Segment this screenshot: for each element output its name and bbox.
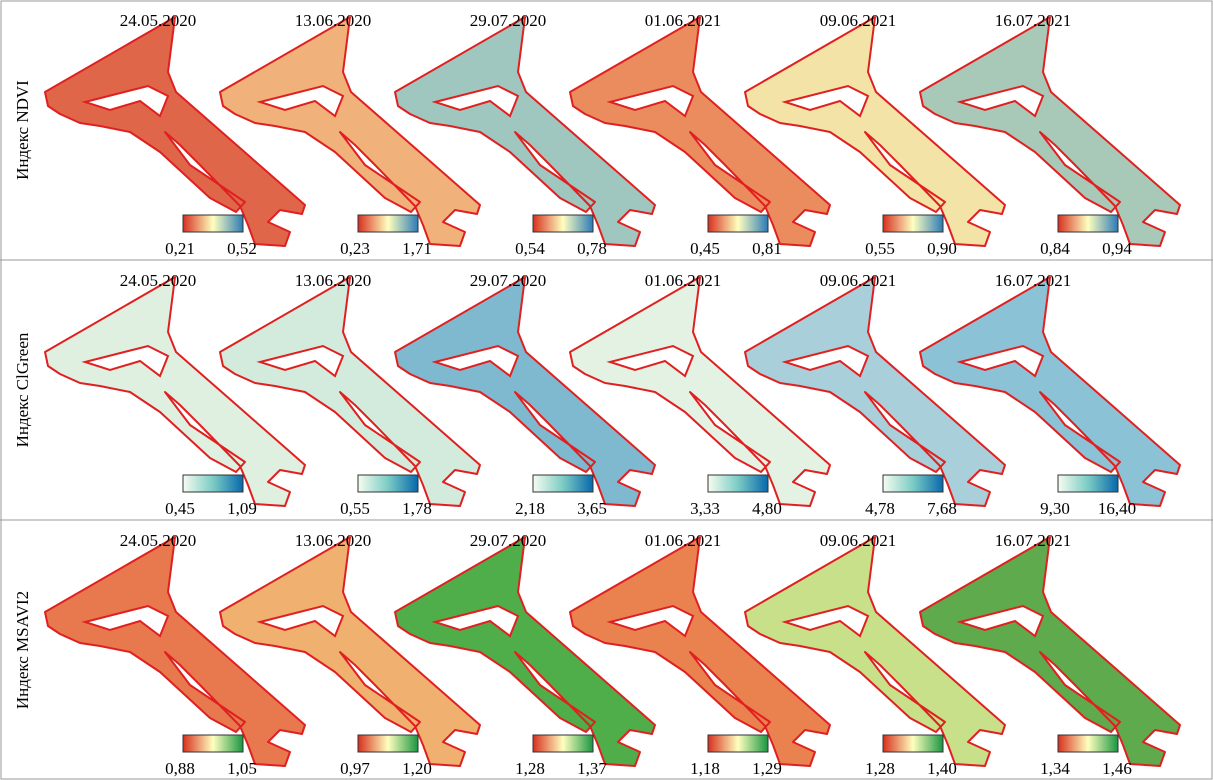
colorbar-min: 1,18 [690, 759, 720, 778]
colorbar [1058, 735, 1118, 752]
colorbar [1058, 475, 1118, 492]
colorbar-min: 0,45 [690, 239, 720, 258]
row-label: Индекс MSAVI2 [13, 591, 32, 709]
colorbar-max: 7,68 [927, 499, 957, 518]
colorbar-min: 1,28 [515, 759, 545, 778]
date-label: 01.06.2021 [645, 531, 722, 550]
colorbar-max: 1,09 [227, 499, 257, 518]
field-shape [45, 17, 305, 246]
date-label: 29.07.2020 [470, 271, 547, 290]
date-label: 13.06.2020 [295, 271, 372, 290]
date-label: 09.06.2021 [820, 531, 897, 550]
colorbar [358, 475, 418, 492]
colorbar [883, 735, 943, 752]
colorbar [533, 735, 593, 752]
date-label: 29.07.2020 [470, 11, 547, 30]
colorbar-min: 0,55 [865, 239, 895, 258]
colorbar-min: 2,18 [515, 499, 545, 518]
date-label: 24.05.2020 [120, 531, 197, 550]
colorbar-min: 9,30 [1040, 499, 1070, 518]
colorbar-min: 0,23 [340, 239, 370, 258]
colorbar-min: 4,78 [865, 499, 895, 518]
colorbar-max: 4,80 [752, 499, 782, 518]
colorbar [883, 475, 943, 492]
field-map [45, 17, 305, 246]
colorbar-min: 0,55 [340, 499, 370, 518]
date-label: 09.06.2021 [820, 271, 897, 290]
date-label: 01.06.2021 [645, 271, 722, 290]
colorbar-min: 0,21 [165, 239, 195, 258]
colorbar-max: 0,94 [1102, 239, 1132, 258]
date-label: 29.07.2020 [470, 531, 547, 550]
colorbar-max: 1,20 [402, 759, 432, 778]
colorbar [183, 475, 243, 492]
date-label: 24.05.2020 [120, 271, 197, 290]
field-shape [45, 537, 305, 766]
colorbar-min: 3,33 [690, 499, 720, 518]
date-label: 13.06.2020 [295, 11, 372, 30]
colorbar-min: 0,88 [165, 759, 195, 778]
date-label: 16.07.2021 [995, 531, 1072, 550]
colorbar-max: 3,65 [577, 499, 607, 518]
date-label: 09.06.2021 [820, 11, 897, 30]
colorbar [533, 475, 593, 492]
date-label: 01.06.2021 [645, 11, 722, 30]
colorbar-max: 1,40 [927, 759, 957, 778]
field-shape [45, 277, 305, 506]
colorbar [708, 735, 768, 752]
colorbar-max: 1,37 [577, 759, 607, 778]
colorbar-max: 0,90 [927, 239, 957, 258]
colorbar [183, 735, 243, 752]
figure: Индекс NDVI 24.05.2020 0,21 0,52 13.06.2020 0… [0, 0, 1213, 780]
colorbar [883, 215, 943, 232]
colorbar [358, 735, 418, 752]
colorbar [358, 215, 418, 232]
colorbar-max: 16,40 [1098, 499, 1136, 518]
date-label: 16.07.2021 [995, 271, 1072, 290]
colorbar-max: 1,29 [752, 759, 782, 778]
colorbar-max: 0,78 [577, 239, 607, 258]
colorbar-min: 0,84 [1040, 239, 1070, 258]
colorbar [183, 215, 243, 232]
field-map [45, 277, 305, 506]
colorbar-min: 0,97 [340, 759, 370, 778]
date-label: 16.07.2021 [995, 11, 1072, 30]
colorbar-min: 0,45 [165, 499, 195, 518]
colorbar [1058, 215, 1118, 232]
row-label: Индекс ClGreen [13, 332, 32, 447]
colorbar [533, 215, 593, 232]
colorbar-max: 1,71 [402, 239, 432, 258]
colorbar-min: 0,54 [515, 239, 545, 258]
row-label: Индекс NDVI [13, 80, 32, 180]
colorbar-max: 1,46 [1102, 759, 1132, 778]
colorbar-max: 0,81 [752, 239, 782, 258]
colorbar-max: 1,05 [227, 759, 257, 778]
colorbar-max: 1,78 [402, 499, 432, 518]
colorbar-min: 1,28 [865, 759, 895, 778]
colorbar [708, 215, 768, 232]
colorbar [708, 475, 768, 492]
colorbar-min: 1,34 [1040, 759, 1070, 778]
field-map [45, 537, 305, 766]
date-label: 13.06.2020 [295, 531, 372, 550]
date-label: 24.05.2020 [120, 11, 197, 30]
colorbar-max: 0,52 [227, 239, 257, 258]
